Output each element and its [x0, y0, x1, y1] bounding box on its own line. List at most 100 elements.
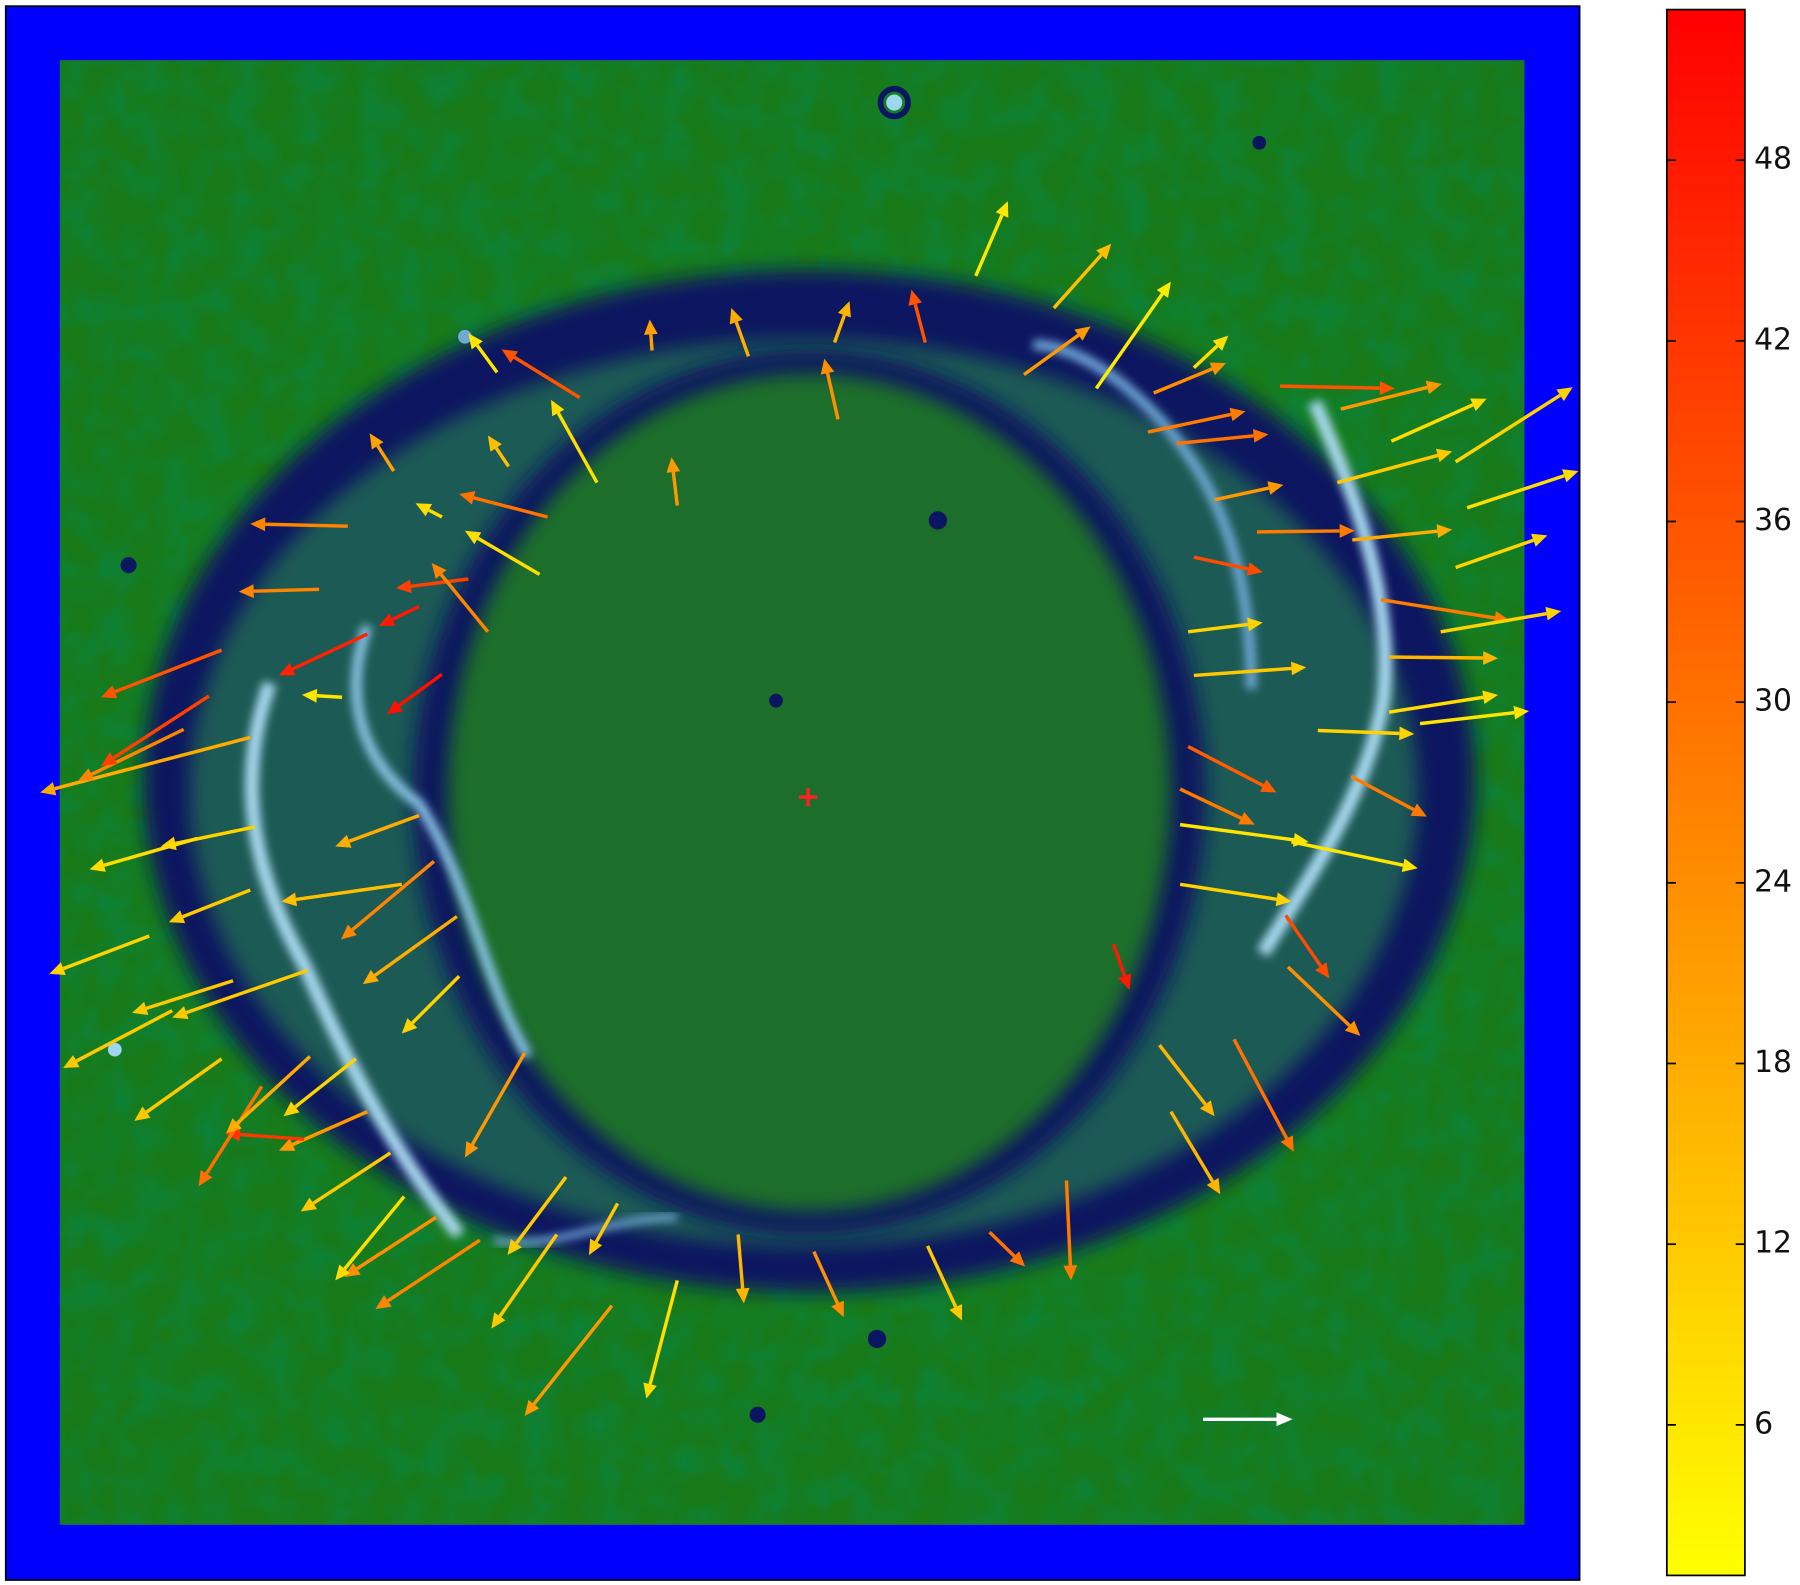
arrow	[588, 1202, 620, 1256]
arrow	[101, 648, 223, 699]
arrow	[551, 399, 599, 484]
arrow	[1063, 1180, 1078, 1281]
arrow	[1440, 606, 1562, 634]
arrow	[1153, 362, 1227, 395]
arrow	[464, 530, 541, 576]
arrow	[335, 813, 420, 848]
arrow	[501, 349, 581, 400]
arrow	[1214, 481, 1284, 502]
arrow	[1389, 651, 1499, 665]
arrow	[78, 727, 185, 782]
arrow	[1317, 726, 1415, 741]
colorbar-tick-label: 36	[1754, 503, 1792, 538]
arrow	[1169, 1110, 1221, 1195]
arrow	[1052, 243, 1112, 310]
arrow	[1232, 1038, 1294, 1152]
arrow	[908, 289, 927, 343]
arrow	[300, 1151, 392, 1212]
arrow	[1256, 524, 1355, 538]
arrow	[1291, 840, 1418, 872]
arrow	[278, 632, 369, 676]
arrow	[63, 1009, 173, 1069]
image	[4, 5, 1581, 1581]
arrow	[1340, 380, 1442, 411]
arrow	[925, 1245, 962, 1321]
arrow	[1111, 943, 1132, 990]
arrow	[335, 1195, 406, 1281]
arrow	[1352, 524, 1453, 542]
arrow	[378, 604, 420, 627]
colorbar-tick-label: 12	[1754, 1226, 1792, 1261]
colorbar-tick-label: 30	[1754, 684, 1792, 719]
arrow	[1455, 533, 1548, 570]
arrow	[362, 915, 458, 985]
arrow	[1022, 326, 1091, 377]
arrow	[238, 584, 320, 599]
arrow	[1350, 774, 1427, 817]
colorbar-tick-label: 48	[1754, 142, 1792, 177]
arrow	[1466, 469, 1579, 510]
arrow	[464, 1052, 527, 1158]
arrow	[386, 672, 443, 715]
arrow	[988, 1230, 1026, 1267]
arrow	[507, 1176, 568, 1256]
arrow	[1193, 555, 1263, 576]
arrow	[1187, 745, 1277, 793]
arrow	[459, 491, 549, 519]
arrow	[396, 577, 469, 594]
arrow	[168, 888, 251, 924]
arrow	[1454, 387, 1573, 464]
arrow	[1179, 882, 1292, 907]
arrow	[1419, 705, 1530, 726]
arrow	[524, 1304, 614, 1416]
arrow	[226, 1055, 312, 1134]
arrow	[666, 457, 681, 506]
arrow	[487, 435, 510, 468]
colorbar: 6 12 18 24 30 36 42 48	[1665, 8, 1792, 1577]
colorbar-tick-label: 24	[1754, 864, 1792, 899]
arrow	[369, 433, 396, 472]
arrow	[132, 979, 234, 1015]
arrow	[415, 503, 443, 519]
arrow	[812, 1250, 844, 1318]
arrow	[250, 517, 348, 532]
colorbar-scale	[1665, 8, 1746, 1577]
arrow	[1176, 428, 1269, 446]
arrow	[643, 319, 658, 351]
arrow	[49, 934, 150, 976]
arrow	[1286, 965, 1361, 1036]
arrow	[340, 860, 436, 940]
arrow	[820, 358, 840, 420]
arrow	[1279, 381, 1395, 396]
arrow	[283, 1057, 357, 1117]
reference-arrow	[1203, 1412, 1293, 1427]
arrow	[1192, 335, 1229, 370]
arrow	[1284, 914, 1330, 979]
arrow	[401, 974, 461, 1034]
arrow	[101, 694, 210, 767]
arrow	[974, 201, 1009, 277]
arrow	[1179, 787, 1255, 825]
arrow	[278, 1110, 369, 1151]
arrow	[1158, 1043, 1215, 1117]
arrow	[1193, 661, 1307, 678]
arrow	[1147, 407, 1246, 434]
arrow	[1187, 617, 1263, 634]
arrow	[491, 1233, 559, 1329]
arrow	[468, 333, 499, 374]
arrow	[281, 882, 403, 907]
arrow	[735, 1234, 750, 1304]
arrow	[375, 1238, 481, 1310]
arrow	[89, 836, 198, 872]
image-field	[59, 60, 1525, 1525]
arrow	[1390, 398, 1487, 443]
arrow	[172, 968, 309, 1020]
colorbar-tick-label: 18	[1754, 1045, 1792, 1080]
arrow	[431, 562, 490, 633]
center-marker	[798, 787, 818, 807]
arrow	[1094, 281, 1171, 390]
arrow	[832, 301, 851, 344]
arrow	[1336, 448, 1453, 485]
